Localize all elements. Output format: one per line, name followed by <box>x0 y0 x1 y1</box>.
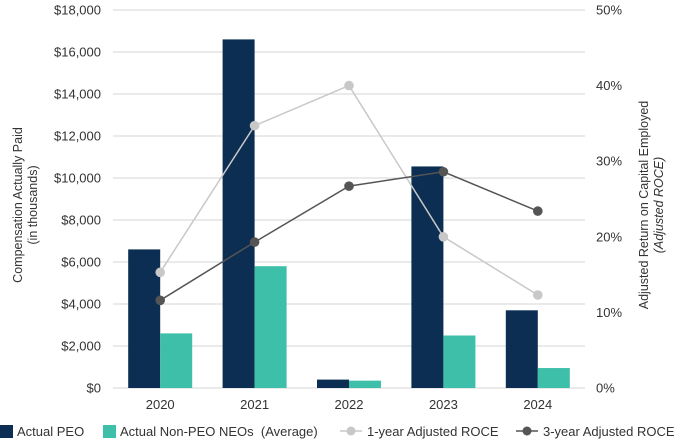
legend-label-non-peo: Actual Non-PEO NEOs (Average) <box>120 424 318 439</box>
bar-non-peo-2024 <box>537 368 570 388</box>
point-1yr-roce-2024 <box>533 290 543 300</box>
x-tick-label: 2020 <box>146 397 175 412</box>
bar-actual-peo-2021 <box>222 39 255 389</box>
point-3yr-roce-2022 <box>344 181 354 191</box>
y-left-tick-label: $4,000 <box>61 297 101 312</box>
point-1yr-roce-2023 <box>438 232 449 242</box>
axis-ticks: $0 $2,000 $4,000 $6,000 $8,000 $10,000 $12,000… <box>54 3 622 413</box>
line-series <box>155 80 543 306</box>
y-right-tick-label: 40% <box>596 78 622 93</box>
legend-label-3yr: 3-year Adjusted ROCE <box>543 424 675 439</box>
y-right-tick-label: 0% <box>596 381 615 396</box>
y-left-tick-label: $12,000 <box>54 129 101 144</box>
y-right-title-line2: (Adjusted ROCE) <box>652 157 666 254</box>
point-3yr-roce-2020 <box>155 295 165 306</box>
x-tick-label: 2024 <box>523 397 552 412</box>
bar-actual-peo-2020 <box>128 249 161 388</box>
legend: Actual PEO Actual Non-PEO NEOs (Average)… <box>0 424 675 439</box>
y-left-tick-label: $16,000 <box>54 45 101 60</box>
legend-label-actual-peo: Actual PEO <box>17 424 84 439</box>
bar-series <box>128 39 570 389</box>
y-right-tick-label: 30% <box>596 154 622 169</box>
y-right-tick-label: 20% <box>596 229 622 244</box>
point-3yr-roce-2023 <box>438 166 449 177</box>
legend-marker-3yr <box>522 426 532 436</box>
bar-non-peo-2020 <box>160 333 193 388</box>
legend-marker-1yr <box>346 426 356 436</box>
y-right-title-line1: Adjusted Return on Capital Employed <box>637 101 651 310</box>
bar-actual-peo-2024 <box>505 310 538 388</box>
bar-non-peo-2021 <box>254 266 287 388</box>
bar-non-peo-2022 <box>349 380 381 388</box>
line-3yr-roce <box>159 171 539 301</box>
bar-non-peo-2023 <box>443 335 476 388</box>
y-left-title-line2: (in thousands) <box>26 165 40 244</box>
y-left-tick-label: $10,000 <box>54 171 101 186</box>
y-left-title-line1: Compensation Actually Paid <box>11 127 25 283</box>
bar-actual-peo-2023 <box>411 166 444 388</box>
y-left-tick-label: $8,000 <box>61 213 101 228</box>
y-left-tick-label: $14,000 <box>54 87 101 102</box>
x-tick-label: 2023 <box>429 397 458 412</box>
point-3yr-roce-2021 <box>249 237 260 247</box>
point-1yr-roce-2020 <box>155 267 165 278</box>
legend-label-1yr: 1-year Adjusted ROCE <box>367 424 499 439</box>
y-left-tick-label: $0 <box>87 381 101 396</box>
y-left-tick-label: $18,000 <box>54 3 101 18</box>
y-right-tick-label: 10% <box>596 305 622 320</box>
x-tick-label: 2022 <box>335 397 364 412</box>
legend-swatch-actual-peo <box>0 425 13 438</box>
point-3yr-roce-2024 <box>533 206 543 216</box>
x-tick-label: 2021 <box>240 397 269 412</box>
point-1yr-roce-2022 <box>344 80 354 91</box>
y-left-tick-label: $2,000 <box>61 339 101 354</box>
bar-actual-peo-2022 <box>317 379 349 388</box>
point-1yr-roce-2021 <box>249 120 260 131</box>
y-left-tick-label: $6,000 <box>61 255 101 270</box>
legend-swatch-non-peo <box>103 425 116 438</box>
y-right-tick-label: 50% <box>596 3 622 18</box>
